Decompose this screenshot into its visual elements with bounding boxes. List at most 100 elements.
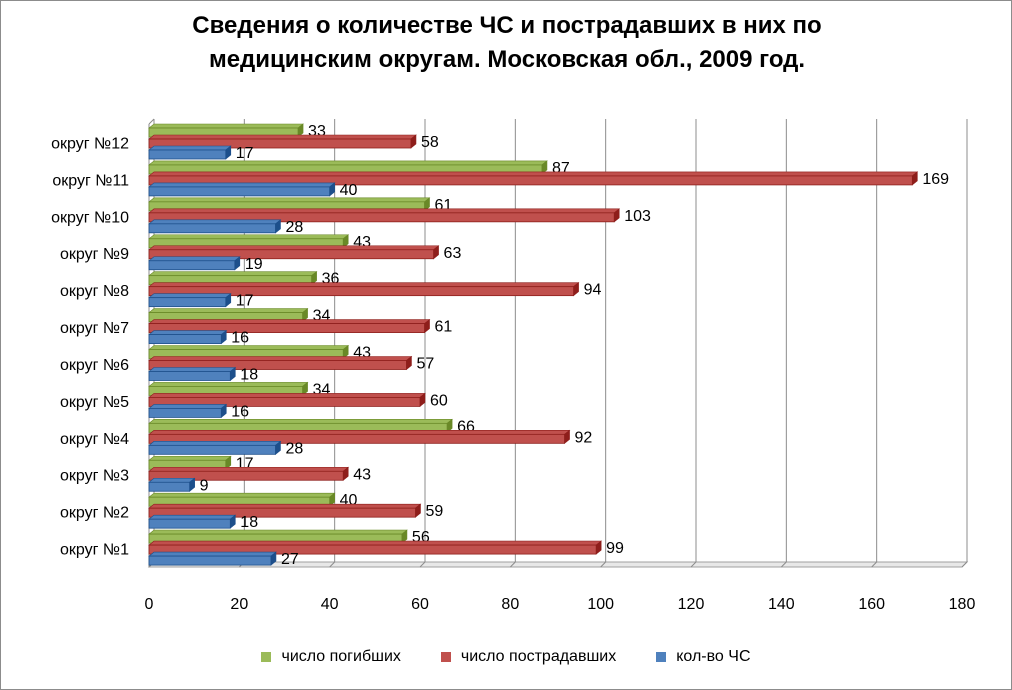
data-label: 94 (584, 282, 602, 299)
bar (148, 507, 416, 518)
gridline-floor (780, 561, 787, 568)
data-label: 63 (444, 245, 462, 262)
legend-label: кол-во ЧС (676, 648, 751, 665)
bar-top-face (148, 271, 318, 276)
x-tick-label: 140 (768, 596, 795, 613)
gridline-floor (690, 561, 697, 568)
data-label: 99 (606, 540, 624, 557)
legend-item: число пострадавших (440, 648, 616, 666)
gridline-floor (871, 561, 878, 568)
bar-top-face (148, 551, 277, 557)
bar-top-face (148, 419, 453, 424)
bar (148, 481, 191, 492)
bar (148, 223, 276, 234)
y-tick-label: округ №4 (60, 431, 129, 448)
bar (148, 149, 227, 160)
y-tick-label: округ №10 (51, 209, 129, 226)
x-tick-label: 80 (501, 596, 519, 613)
bar-top-face (148, 466, 350, 472)
x-tick-label: 60 (411, 596, 429, 613)
bar (148, 544, 597, 555)
bar-top-face (148, 540, 603, 546)
y-tick-label: округ №3 (60, 468, 129, 485)
legend-swatch (440, 652, 451, 662)
bar-top-face (148, 430, 571, 435)
bar-top-face (148, 477, 196, 483)
gridline-floor (329, 561, 336, 568)
data-label: 19 (245, 256, 263, 273)
bar-top-face (148, 492, 336, 498)
x-tick-label: 40 (321, 596, 339, 613)
bar-top-face (148, 367, 237, 372)
gridline-floor (961, 561, 968, 568)
bar (148, 518, 231, 529)
data-label: 40 (340, 182, 358, 199)
y-tick-label: округ №2 (60, 505, 129, 522)
data-label: 28 (285, 440, 303, 457)
x-tick-label: 100 (587, 596, 614, 613)
gridline-floor (600, 561, 607, 568)
bar (148, 397, 421, 407)
gridline-floor (509, 561, 516, 568)
bar (148, 260, 236, 271)
data-label: 92 (575, 429, 593, 446)
bar-top-face (148, 145, 232, 151)
data-label: 16 (231, 403, 249, 420)
bar (148, 433, 565, 444)
y-tick-label: округ №6 (60, 357, 129, 374)
chart-legend: число погибших число пострадавших кол-во Ч… (0, 648, 1012, 666)
bar (148, 297, 227, 308)
bar-top-face (148, 219, 282, 225)
bar-top-face (148, 319, 431, 324)
y-tick-label: округ №8 (60, 283, 129, 300)
bar-top-face (148, 234, 350, 240)
y-tick-label: округ №1 (60, 542, 129, 559)
legend-label: число погибших (281, 648, 401, 665)
x-tick-label: 20 (230, 596, 248, 613)
gridline-floor (419, 561, 426, 568)
bar-top-face (148, 441, 282, 446)
bar (148, 360, 407, 370)
bar (148, 555, 272, 566)
bar-top-face (148, 393, 426, 398)
bar-top-face (148, 356, 413, 361)
data-label: 61 (435, 319, 453, 336)
x-tick-label: 0 (145, 596, 154, 613)
bar-top-face (148, 134, 417, 140)
bar (148, 175, 913, 186)
bar-top-face (148, 208, 621, 214)
y-tick-label: округ №5 (60, 394, 129, 411)
bar (148, 138, 412, 149)
bar (148, 323, 425, 333)
bar-top-face (148, 171, 919, 177)
bar-top-face (148, 455, 232, 461)
bar-top-face (148, 503, 422, 509)
bar (148, 334, 222, 344)
data-label: 58 (421, 134, 439, 151)
bar-top-face (148, 245, 440, 251)
data-label: 103 (624, 208, 651, 225)
y-tick-label: округ №12 (51, 135, 129, 152)
bar-top-face (148, 160, 548, 166)
bar-top-face (148, 382, 309, 387)
data-label: 169 (922, 171, 949, 188)
legend-item: кол-во ЧС (656, 648, 751, 666)
y-axis-top-line (148, 118, 155, 125)
data-label: 43 (353, 466, 371, 483)
x-tick-label: 120 (678, 596, 705, 613)
bar-top-face (148, 293, 232, 298)
bar-top-face (148, 529, 408, 535)
data-label: 18 (240, 367, 258, 384)
bar (148, 470, 344, 481)
bar-top-face (148, 330, 228, 335)
legend-swatch (261, 652, 272, 662)
bar-top-face (148, 182, 336, 188)
data-label: 60 (430, 392, 448, 409)
bar-top-face (148, 308, 309, 313)
bar-top-face (148, 123, 304, 129)
y-tick-label: округ №9 (60, 246, 129, 263)
y-tick-label: округ №11 (52, 172, 129, 189)
bar (148, 186, 331, 197)
